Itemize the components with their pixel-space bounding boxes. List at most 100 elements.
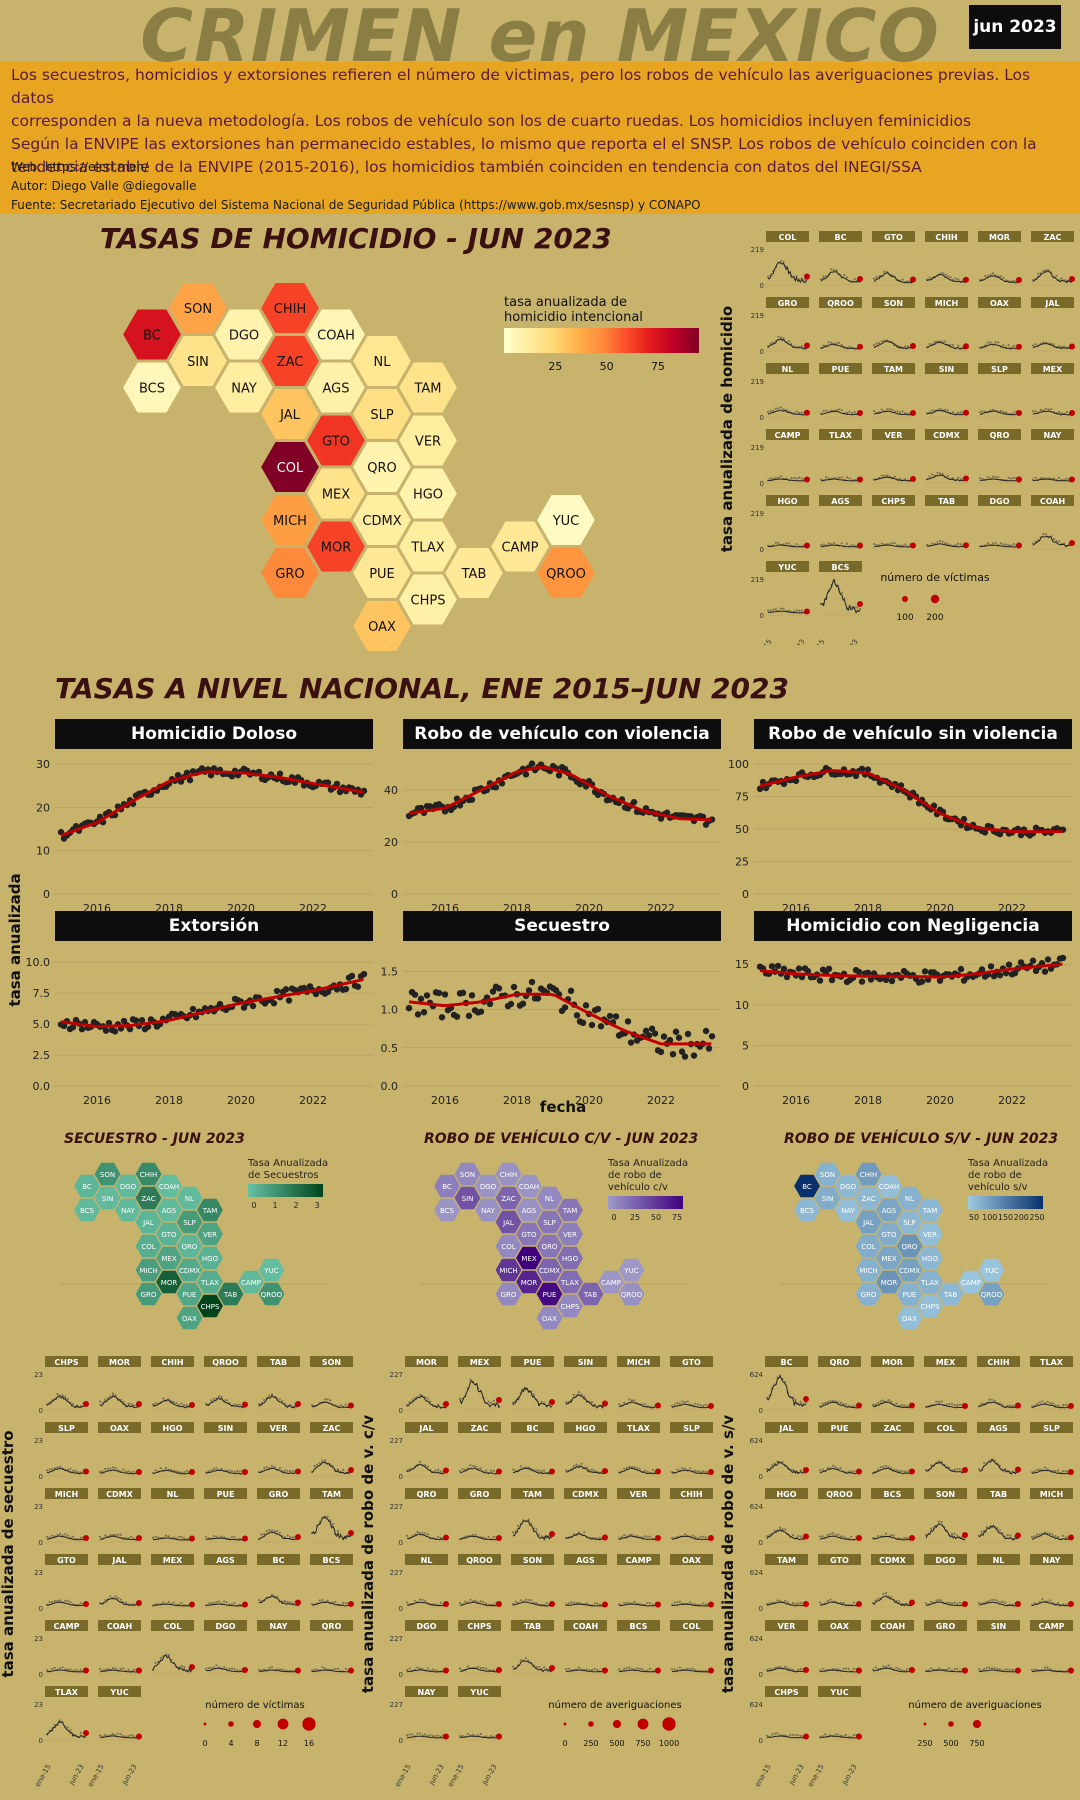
point <box>776 1376 779 1379</box>
mini-hex-label-tlax: TLAX <box>560 1279 579 1287</box>
point <box>479 1600 482 1603</box>
point <box>220 1467 223 1470</box>
point <box>207 1666 210 1670</box>
web-link[interactable]: Web: https://elcri.men/ <box>11 160 149 174</box>
trend-zac <box>1032 270 1073 284</box>
point <box>56 1392 59 1396</box>
point <box>904 345 907 348</box>
latest-point-bc <box>549 1468 555 1475</box>
point <box>882 1399 885 1402</box>
trend-slp <box>46 1467 87 1475</box>
strip-label-nl: NL <box>167 1490 179 1499</box>
point <box>872 344 876 347</box>
point <box>263 1398 266 1402</box>
y-tick-label: 20 <box>36 801 50 814</box>
x-tick: jun-23 <box>120 1763 139 1787</box>
mini-legend-title: Tasa Anualizada <box>247 1158 328 1169</box>
point <box>458 1667 462 1670</box>
point <box>175 1401 178 1405</box>
point <box>1043 1466 1047 1469</box>
data-point <box>660 1033 668 1040</box>
point <box>617 1603 621 1606</box>
legend-tick: 75 <box>651 360 665 373</box>
data-point <box>519 1000 527 1007</box>
point <box>782 260 785 263</box>
point <box>413 1599 416 1602</box>
trend-col <box>767 261 808 284</box>
point <box>1009 1404 1012 1407</box>
trend-tam <box>873 410 914 416</box>
point <box>888 542 891 546</box>
trend-tab <box>978 1524 1019 1541</box>
point <box>890 1533 893 1537</box>
point <box>830 409 833 412</box>
latest-point-mex <box>496 1397 502 1403</box>
point <box>633 1466 636 1469</box>
strip-tab <box>511 1620 554 1631</box>
strip-sin <box>204 1422 247 1433</box>
point <box>997 476 1000 479</box>
trend-cdmx <box>99 1535 140 1541</box>
point <box>958 1601 961 1604</box>
data-point <box>354 983 362 990</box>
point <box>220 1395 223 1399</box>
size-legend-label: 200 <box>926 613 943 623</box>
trend-chih <box>978 1401 1019 1409</box>
strip-label-slp: SLP <box>1043 1424 1060 1433</box>
point <box>847 1470 850 1473</box>
strip-label-bc: BC <box>781 1358 793 1367</box>
mini-hex-label-son: SON <box>460 1171 475 1179</box>
latest-point-bc <box>803 1396 809 1402</box>
latest-point-mich <box>1068 1534 1074 1541</box>
point <box>511 1531 515 1534</box>
point <box>777 335 780 338</box>
point <box>620 1535 623 1538</box>
point <box>953 1468 956 1471</box>
point <box>779 406 783 409</box>
point <box>263 1466 266 1470</box>
point <box>834 1533 837 1537</box>
mini-hex-label-camp: CAMP <box>601 1279 621 1287</box>
point <box>774 407 777 410</box>
point <box>210 1602 213 1605</box>
latest-point-yuc <box>804 608 810 615</box>
strip-label-nl: NL <box>421 1556 433 1565</box>
trend-yuc <box>819 1735 859 1739</box>
point <box>172 1601 175 1604</box>
point <box>1057 345 1061 348</box>
point <box>804 1401 808 1404</box>
point <box>268 1666 271 1670</box>
point <box>1049 1668 1052 1671</box>
latest-point-nay <box>1068 1601 1074 1607</box>
point <box>636 1667 639 1670</box>
data-point <box>1005 961 1013 968</box>
strip-dgo <box>924 1554 967 1565</box>
point <box>334 1600 337 1604</box>
x-tick-label: 2018 <box>854 902 882 915</box>
point <box>1049 1599 1052 1602</box>
point <box>636 1467 639 1470</box>
strip-label-hgo: HGO <box>777 497 797 506</box>
point <box>48 1401 51 1404</box>
mini-hex-label-tam: TAM <box>922 1207 938 1215</box>
point <box>891 408 894 411</box>
data-point <box>240 1004 248 1011</box>
trend-ver <box>873 476 914 482</box>
point <box>1036 1403 1039 1406</box>
point <box>791 1733 795 1736</box>
point <box>593 1602 596 1605</box>
point <box>678 1666 681 1669</box>
strip-label-bc: BC <box>273 1556 285 1565</box>
point <box>577 1391 581 1394</box>
point <box>694 1469 697 1472</box>
point <box>119 1598 122 1601</box>
size-legend-label: 1000 <box>659 1739 679 1748</box>
strip-bcs <box>617 1620 660 1631</box>
trend-pue <box>819 1467 859 1475</box>
point <box>977 1467 981 1471</box>
mini-hex-label-jal: JAL <box>862 1219 874 1227</box>
point <box>633 1399 636 1402</box>
point <box>1057 410 1061 413</box>
point <box>875 276 878 279</box>
hex-label-nl: NL <box>374 355 392 370</box>
